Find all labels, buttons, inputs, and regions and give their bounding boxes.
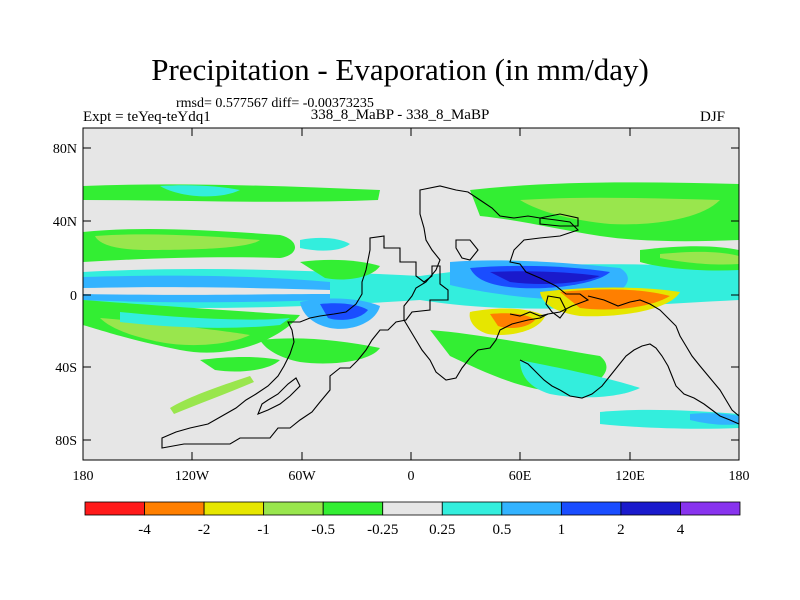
colorbar-swatch (620, 501, 681, 516)
lon-label-120w: 120W (175, 469, 210, 484)
outline-south-atlantic-islands (257, 377, 301, 415)
outline-australia-west (519, 359, 561, 391)
contour-cyan-south-pac (120, 312, 290, 328)
experiment-label: Expt = teYeq-teYdq1 (83, 109, 211, 125)
colorbar-swatch (84, 501, 145, 516)
longitude-labels: 180 120W 60W 0 60E 120E 180 (73, 469, 750, 484)
stats-line: rmsd= 0.577567 diff= -0.00373235 (176, 96, 374, 111)
contour-lime-south-pac (100, 318, 250, 346)
colorbar-swatch (382, 501, 443, 516)
contour-cyan-arctic (160, 185, 240, 197)
contour-lightblue-so-east (690, 413, 739, 425)
lat-label-80s: 80S (55, 434, 77, 449)
outline-mediterranean-inlet (455, 239, 479, 261)
colorbar-label: 0.25 (429, 522, 455, 538)
colorbar: -4 -2 -1 -0.5 -0.25 0.25 0.5 1 2 4 (84, 501, 741, 538)
contour-fills (83, 182, 739, 429)
outline-maritime-continent (587, 295, 740, 417)
colorbar-label: -0.5 (311, 522, 335, 538)
contour-lime-eurasia (520, 197, 720, 225)
lat-label-40n: 40N (53, 215, 77, 230)
colorbar-label: -0.25 (367, 522, 398, 538)
contour-green-atl (300, 259, 380, 280)
contour-lime-so-streaks (170, 376, 254, 414)
lon-label-60w: 60W (288, 469, 316, 484)
latitude-labels: 80N 40N 0 40S 80S (53, 142, 77, 449)
outline-africa-eurasia (403, 185, 590, 381)
axis-ticks (83, 128, 739, 460)
lon-label-180w: 180 (73, 469, 94, 484)
colorbar-label: 0.5 (492, 522, 511, 538)
outline-india-peninsula (545, 295, 567, 319)
outline-north-america-south-america (161, 235, 449, 449)
contour-orange-se (560, 289, 670, 310)
outline-scandinavia (539, 213, 579, 227)
colorbar-label: -2 (198, 522, 211, 538)
land-outlines (161, 185, 740, 449)
colorbar-label: -1 (257, 522, 270, 538)
lat-label-40s: 40S (55, 361, 77, 376)
lon-label-0: 0 (408, 469, 415, 484)
contour-blue-sam (320, 303, 368, 320)
colorbar-swatch (441, 501, 503, 516)
contour-cyan-atl (300, 237, 350, 251)
colorbar-label: 2 (617, 522, 625, 538)
lon-label-180e: 180 (729, 469, 750, 484)
colorbar-swatch (501, 501, 562, 516)
outline-indonesia (509, 311, 549, 317)
contour-green-sam (260, 338, 380, 364)
colorbar-swatch (322, 501, 384, 516)
colorbar-label: 4 (677, 522, 685, 538)
colorbar-label: 1 (558, 522, 566, 538)
colorbar-swatch (680, 501, 741, 516)
colorbar-swatch (203, 501, 265, 516)
contour-darkblue-io (490, 271, 600, 284)
lat-label-80n: 80N (53, 142, 77, 157)
contour-white-eq (83, 287, 330, 295)
lon-label-60e: 60E (509, 469, 532, 484)
lat-label-0: 0 (70, 289, 77, 304)
colorbar-swatch (560, 501, 622, 516)
outline-australia (559, 343, 740, 425)
colorbar-swatch (144, 501, 205, 516)
contour-lime-npac-east (660, 251, 739, 265)
season-label: DJF (700, 109, 726, 125)
case-label: 338_8_MaBP - 338_8_MaBP (310, 107, 490, 123)
contour-cyan-sio (520, 360, 640, 398)
contour-green-so-west (200, 357, 280, 372)
contour-lime-npac (95, 234, 260, 250)
colorbar-label: -4 (138, 522, 151, 538)
contour-orange-madagascar (490, 313, 535, 328)
lon-label-120e: 120E (615, 469, 645, 484)
colorbar-swatch (263, 501, 324, 516)
plot-title: Precipitation - Evaporation (in mm/day) (151, 52, 649, 87)
